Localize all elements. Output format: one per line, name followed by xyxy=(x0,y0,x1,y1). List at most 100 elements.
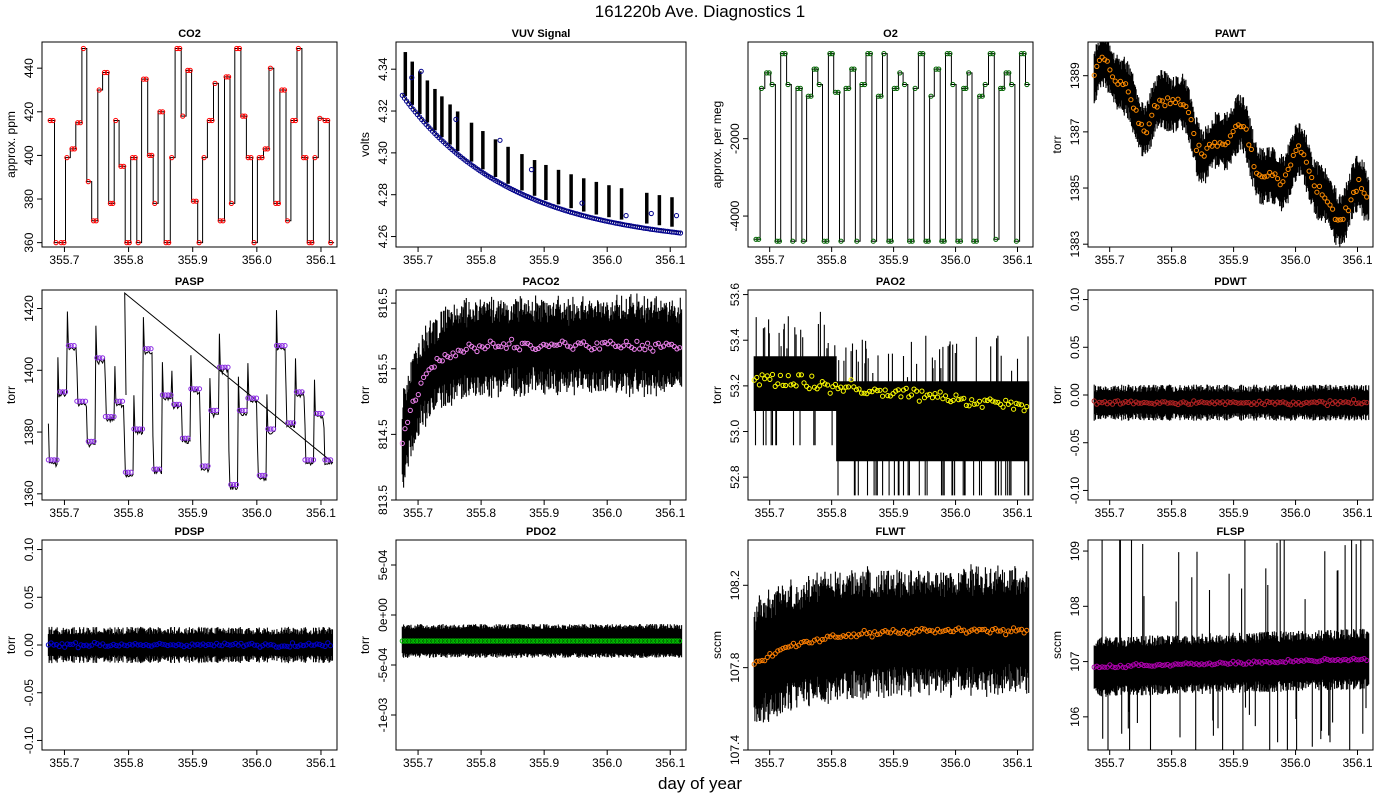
data-point xyxy=(77,398,83,404)
data-point xyxy=(924,628,930,634)
data-point xyxy=(236,45,242,52)
data-point xyxy=(195,641,201,648)
data-point xyxy=(1277,182,1283,188)
y-tick-label: 1383 xyxy=(1068,231,1082,258)
data-point xyxy=(54,457,60,463)
data-point xyxy=(64,641,71,647)
data-point xyxy=(565,638,571,644)
data-point xyxy=(961,85,967,92)
data-point xyxy=(1018,51,1025,57)
data-point xyxy=(1243,400,1249,406)
data-point xyxy=(530,638,536,644)
data-point xyxy=(1157,661,1163,668)
data-point xyxy=(932,630,938,636)
data-point xyxy=(897,70,903,76)
data-point xyxy=(953,626,959,633)
data-spike xyxy=(607,185,611,218)
data-point xyxy=(268,426,274,432)
data-point xyxy=(1220,141,1226,147)
data-point xyxy=(418,380,424,386)
data-point xyxy=(1248,146,1255,152)
x-tick-label: 355.9 xyxy=(529,506,559,520)
data-point xyxy=(1351,655,1357,661)
data-point xyxy=(919,388,925,394)
data-point xyxy=(1243,126,1249,132)
data-point xyxy=(921,395,928,401)
data-point xyxy=(188,386,194,392)
data-point xyxy=(1183,660,1189,666)
data-point xyxy=(1267,169,1273,176)
data-point xyxy=(308,457,314,463)
x-tick-label: 356.0 xyxy=(941,506,971,520)
data-point xyxy=(895,630,901,636)
data-point xyxy=(239,407,245,413)
data-point xyxy=(993,236,999,242)
data-point xyxy=(956,397,962,403)
data-point xyxy=(562,638,568,644)
data-point xyxy=(1322,656,1328,662)
data-point xyxy=(75,645,81,651)
data-point xyxy=(637,346,643,352)
data-point xyxy=(196,386,203,392)
data-point xyxy=(514,638,520,644)
data-point xyxy=(832,381,839,388)
data-trace xyxy=(48,48,335,244)
data-point xyxy=(312,155,318,161)
data-point xyxy=(591,345,597,352)
y-tick-label: 0e+00 xyxy=(376,598,390,632)
data-point xyxy=(177,45,183,52)
data-point xyxy=(132,155,138,161)
data-point xyxy=(888,238,894,244)
data-point xyxy=(124,240,130,246)
y-tick-label: 1360 xyxy=(22,480,36,507)
data-point xyxy=(1016,627,1022,633)
data-point xyxy=(1337,658,1344,664)
data-point xyxy=(893,629,899,635)
data-point xyxy=(192,642,198,648)
data-point xyxy=(256,472,262,478)
data-point xyxy=(1345,208,1352,214)
data-point xyxy=(1104,58,1110,64)
data-point xyxy=(461,638,467,644)
data-point xyxy=(586,638,592,644)
data-point xyxy=(1217,140,1223,146)
y-axis: -1e-03 -5e-04 0e+00 5e-04 xyxy=(376,549,396,732)
data-point xyxy=(777,647,784,653)
data-point xyxy=(493,344,499,350)
data-spike xyxy=(619,188,624,220)
data-point xyxy=(265,146,271,152)
data-point xyxy=(920,51,926,57)
data-point xyxy=(1196,399,1202,405)
data-point xyxy=(1214,143,1220,149)
data-point xyxy=(482,638,488,644)
data-point xyxy=(891,85,897,92)
data-point xyxy=(819,636,825,643)
data-point xyxy=(1009,81,1015,88)
x-tick-label: 356.0 xyxy=(941,756,971,770)
data-point xyxy=(1306,657,1312,663)
y-tick-label: 814.5 xyxy=(376,419,390,449)
data-point xyxy=(1102,57,1108,63)
data-point xyxy=(322,117,328,124)
data-point xyxy=(942,627,949,634)
data-trace xyxy=(401,94,682,233)
data-point xyxy=(813,66,820,72)
data-point xyxy=(148,346,154,352)
y-tick-label: 53.0 xyxy=(728,420,742,444)
x-tick-label: 355.7 xyxy=(1095,253,1125,267)
data-point xyxy=(131,426,137,432)
data-point xyxy=(1314,659,1320,665)
data-point xyxy=(666,342,672,348)
data-point xyxy=(838,384,844,390)
data-spike xyxy=(657,195,662,226)
data-point xyxy=(214,407,220,413)
data-point xyxy=(835,89,841,95)
data-point xyxy=(102,643,109,649)
x-tick-label: 356.0 xyxy=(1281,506,1311,520)
data-point xyxy=(1319,399,1325,405)
data-point xyxy=(822,636,828,642)
data-point xyxy=(138,642,144,648)
y-axis: 813.5 814.5 815.5 816.5 xyxy=(376,288,396,515)
x-tick-label: 355.7 xyxy=(1095,506,1125,520)
data-point xyxy=(1303,159,1310,165)
